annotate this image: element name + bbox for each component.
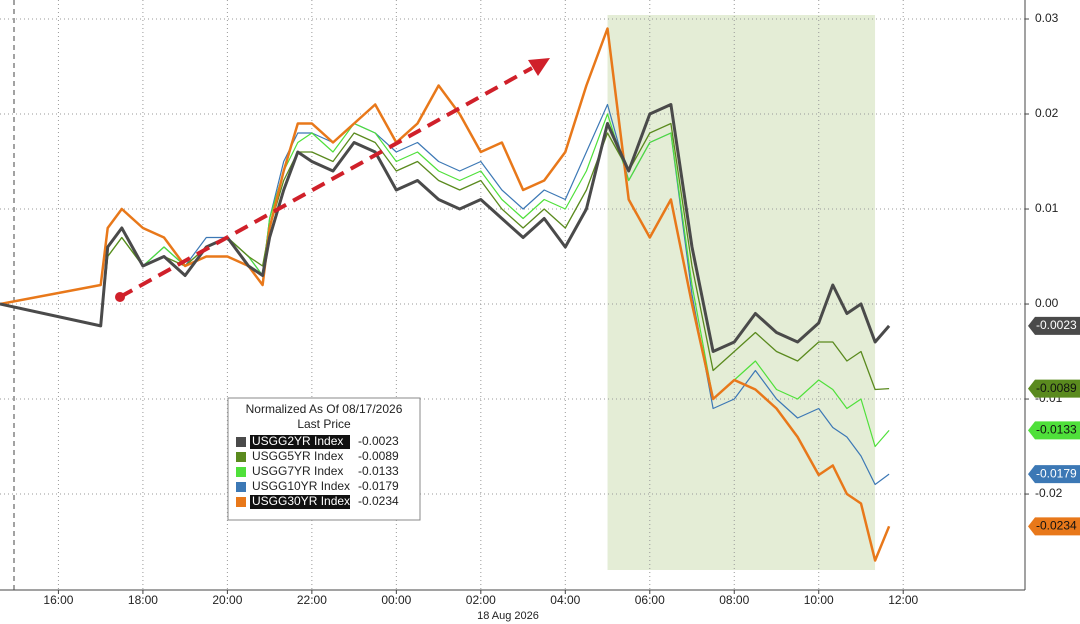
legend-swatch [236,452,246,462]
y-tick-label: 0.02 [1035,106,1059,120]
trend-arrow [115,58,550,302]
x-date-label: 18 Aug 2026 [477,610,539,622]
legend-swatch [236,497,246,507]
x-tick-label: 02:00 [466,593,496,607]
price-tag-label: -0.0023 [1036,318,1077,332]
price-tag-label: -0.0179 [1036,466,1077,480]
legend-swatch [236,482,246,492]
price-tag-label: -0.0234 [1036,519,1077,533]
x-tick-label: 12:00 [888,593,918,607]
legend-value: -0.0089 [358,449,399,463]
x-tick-label: 18:00 [128,593,158,607]
legend-label: USGG10YR Index [252,479,350,493]
legend-swatch [236,467,246,477]
x-tick-label: 00:00 [381,593,411,607]
legend-value: -0.0133 [358,464,399,478]
series-line [0,27,891,562]
legend-label: USGG7YR Index [252,464,343,478]
legend-value: -0.0179 [358,479,399,493]
x-tick-label: 22:00 [297,593,327,607]
legend-value: -0.0023 [358,434,399,448]
y-tick-label: 0.03 [1035,11,1059,25]
y-tick-label: 0.00 [1035,296,1059,310]
price-tag [1028,379,1080,398]
price-tag [1028,517,1080,536]
x-tick-label: 08:00 [719,593,749,607]
legend-title: Normalized As Of 08/17/2026 [246,402,403,416]
legend: Normalized As Of 08/17/2026 Last Price U… [227,397,421,521]
x-tick-label: 10:00 [804,593,834,607]
y-tick-label: -0.02 [1035,486,1063,500]
price-tag-label: -0.0089 [1036,381,1077,395]
legend-value: -0.0234 [358,494,399,508]
x-tick-label: 16:00 [43,593,73,607]
legend-subtitle: Last Price [297,417,351,431]
x-tick-label: 20:00 [212,593,242,607]
legend-highlight [250,495,350,509]
legend-label: USGG5YR Index [252,449,343,463]
legend-label: USGG30YR Index [252,494,350,508]
legend-label: USGG2YR Index [252,434,343,448]
price-tag [1028,421,1080,440]
price-tag-label: -0.0133 [1036,423,1077,437]
y-tick-label: 0.01 [1035,201,1059,215]
series-line [0,103,890,486]
x-tick-label: 06:00 [635,593,665,607]
legend-highlight [250,435,350,449]
price-tag [1028,316,1080,335]
legend-swatch [236,437,246,447]
price-tag [1028,465,1080,484]
x-tick-label: 04:00 [550,593,580,607]
series-line [0,103,891,353]
